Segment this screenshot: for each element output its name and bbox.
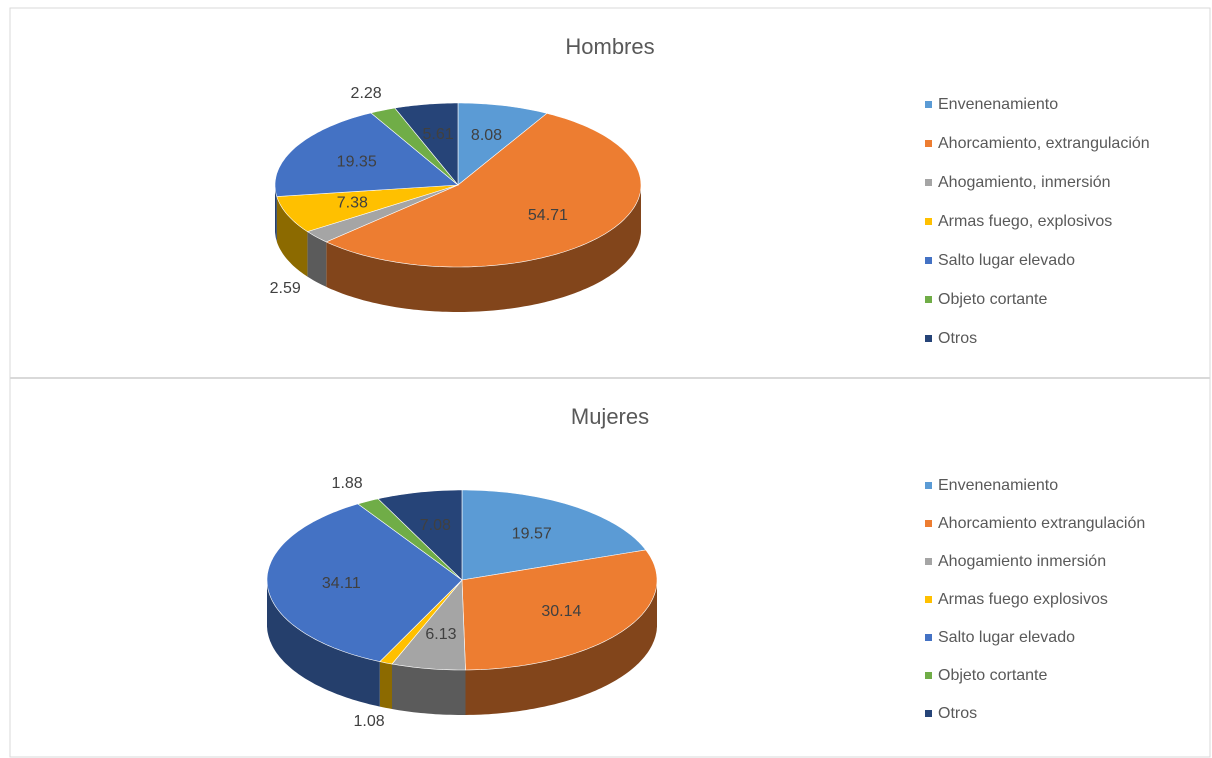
data-label: 8.08 — [471, 127, 502, 144]
data-label: 1.08 — [354, 713, 385, 730]
legend-swatch — [925, 296, 932, 303]
pie-side — [275, 185, 277, 242]
pie-slice — [461, 489, 647, 581]
legend-label: Objeto cortante — [938, 291, 1048, 308]
data-label: 19.35 — [337, 153, 377, 170]
legend-swatch — [925, 335, 932, 342]
data-label: 34.11 — [322, 575, 361, 592]
legend-label: Ahorcamiento, extrangulación — [938, 135, 1150, 152]
legend-swatch — [925, 596, 932, 603]
legend-label: Armas fuego, explosivos — [938, 213, 1112, 230]
data-label: 6.13 — [425, 626, 456, 643]
pie-slice — [325, 112, 642, 268]
pie-slice — [391, 579, 466, 671]
legend-swatch — [925, 482, 932, 489]
legend-swatch — [925, 140, 932, 147]
pie-slice — [276, 184, 459, 232]
pie-slice — [457, 102, 548, 186]
data-label: 54.71 — [528, 207, 568, 224]
legend-label: Ahogamiento inmersión — [938, 553, 1106, 570]
legend-label: Armas fuego explosivos — [938, 591, 1108, 608]
legend-label: Envenenamiento — [938, 96, 1058, 113]
data-label: 19.57 — [512, 526, 552, 543]
pie-slice — [357, 498, 463, 581]
legend-swatch — [925, 101, 932, 108]
data-label: 1.88 — [332, 475, 363, 492]
legend-label: Otros — [938, 705, 977, 722]
legend-swatch — [925, 710, 932, 717]
pie-side — [326, 185, 641, 312]
pie-side — [276, 196, 308, 277]
data-label: 7.08 — [420, 517, 451, 534]
chart-title: Mujeres — [571, 404, 649, 429]
legend-label: Ahorcamiento extrangulación — [938, 515, 1145, 532]
pie-slice — [461, 549, 658, 671]
legend-label: Salto lugar elevado — [938, 252, 1075, 269]
chart-title: Hombres — [565, 34, 654, 59]
legend-swatch — [925, 179, 932, 186]
data-label: 7.38 — [337, 195, 368, 212]
legend-swatch — [925, 634, 932, 641]
pie-slice — [370, 107, 459, 186]
legend-swatch — [925, 218, 932, 225]
legend-label: Salto lugar elevado — [938, 629, 1075, 646]
legend-swatch — [925, 520, 932, 527]
pie-slice — [377, 489, 463, 581]
legend-swatch — [925, 672, 932, 679]
legend-label: Ahogamiento, inmersión — [938, 174, 1111, 191]
legend-label: Envenenamiento — [938, 477, 1058, 494]
pie-slice — [306, 184, 459, 243]
data-label: 2.59 — [270, 280, 301, 297]
pie-side — [392, 664, 466, 715]
data-label: 2.28 — [351, 85, 382, 102]
legend-swatch — [925, 257, 932, 264]
legend-label: Otros — [938, 330, 977, 347]
pie-side — [307, 231, 327, 287]
pie-slice — [274, 112, 459, 197]
pie-side — [379, 661, 392, 709]
data-label: 30.14 — [541, 603, 581, 620]
pie-slice — [266, 503, 463, 662]
pie-side — [465, 580, 657, 715]
legend-swatch — [925, 558, 932, 565]
legend-label: Objeto cortante — [938, 667, 1048, 684]
pie-slice — [394, 102, 459, 186]
data-label: 5.61 — [423, 126, 454, 143]
